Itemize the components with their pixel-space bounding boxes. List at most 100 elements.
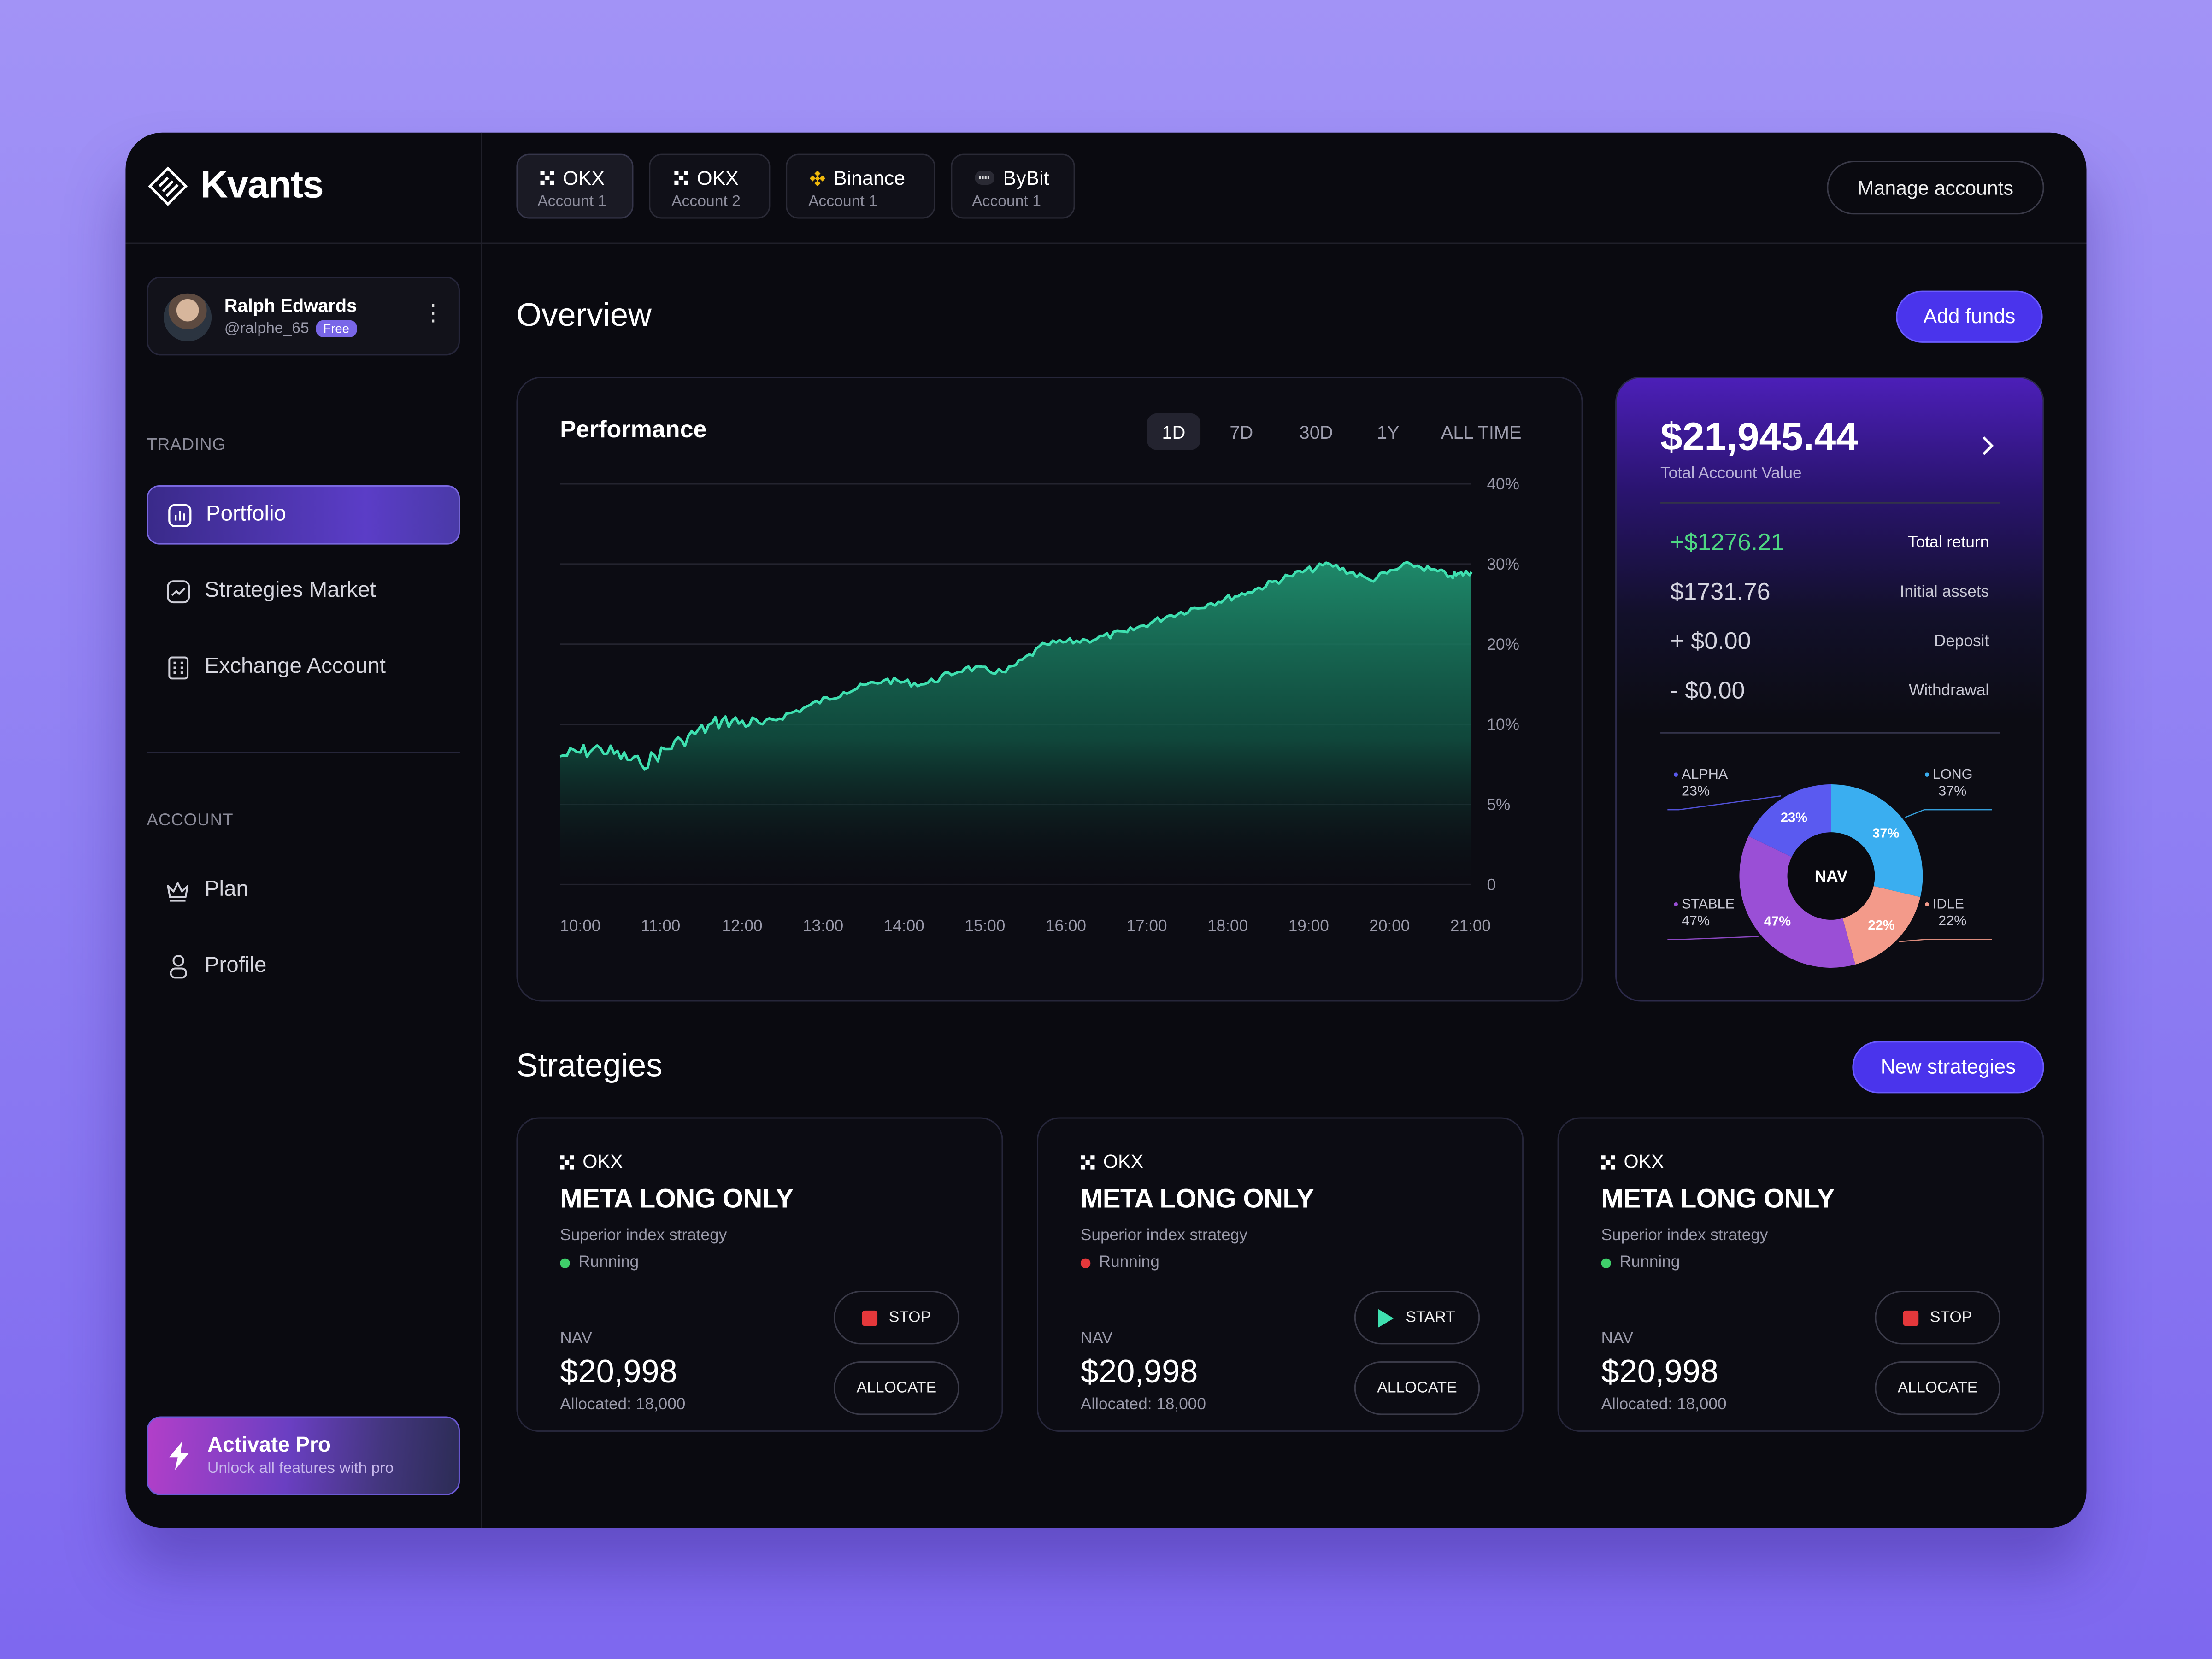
strategy-description: Superior index strategy: [1080, 1227, 1247, 1244]
activate-pro-card[interactable]: Activate Pro Unlock all features with pr…: [147, 1416, 460, 1495]
donut-slice-long[interactable]: [1831, 784, 1923, 897]
strategy-exchange-name: OKX: [1624, 1151, 1664, 1172]
allocate-button[interactable]: ALLOCATE: [834, 1361, 959, 1415]
strategy-nav-value: $20,998: [1080, 1353, 1198, 1390]
user-icon: [165, 953, 190, 979]
legend-value: 37%: [1938, 783, 1966, 799]
strategy-nav-label: NAV: [1601, 1330, 1634, 1347]
exchange-account: Account 1: [972, 193, 1041, 211]
sidebar-item-plan[interactable]: Plan: [147, 860, 460, 920]
sidebar-item-strategies-market[interactable]: Strategies Market: [147, 561, 460, 621]
legend-name: IDLE: [1933, 896, 1964, 912]
exchange-name-text: OKX: [563, 166, 605, 189]
strategy-card[interactable]: OKX META LONG ONLY Superior index strate…: [516, 1117, 1003, 1432]
manage-accounts-button[interactable]: Manage accounts: [1827, 160, 2044, 215]
sidebar-item-profile[interactable]: Profile: [147, 937, 460, 996]
okx-icon: [560, 1154, 574, 1169]
x-tick-label: 10:00: [560, 917, 600, 935]
performance-line: [559, 561, 1473, 771]
account-value-card[interactable]: $21,945.44 Total Account Value +$1276.21…: [1615, 377, 2044, 1002]
play-icon: [1379, 1308, 1394, 1327]
callout-line: [1905, 809, 1992, 818]
total-return-label: Total return: [1908, 535, 1989, 552]
stop-icon: [1903, 1310, 1919, 1325]
new-strategies-button[interactable]: New strategies: [1852, 1041, 2044, 1094]
exchange-tab-bybit-1[interactable]: ByBit Account 1: [951, 153, 1075, 219]
okx-icon: [674, 171, 688, 185]
performance-title: Performance: [560, 416, 707, 443]
trend-chart-icon: [165, 578, 190, 604]
user-name: Ralph Edwards: [224, 294, 357, 316]
chevron-right-icon[interactable]: [1981, 435, 1995, 457]
x-tick-label: 17:00: [1127, 917, 1167, 935]
strategy-status: Running: [1080, 1254, 1159, 1271]
withdrawal-value: - $0.00: [1670, 677, 1745, 704]
donut-slice-alpha[interactable]: [1748, 784, 1831, 858]
sidebar-item-portfolio[interactable]: Portfolio: [147, 485, 460, 545]
status-dot: [1080, 1258, 1091, 1268]
strategy-allocated: Allocated: 18,000: [560, 1396, 686, 1414]
allocate-button[interactable]: ALLOCATE: [1354, 1361, 1480, 1415]
bybit-icon: [975, 171, 995, 185]
legend-value: 47%: [1682, 913, 1710, 929]
range-tab-1d[interactable]: 1D: [1147, 413, 1201, 450]
user-handle-row: @ralphe_65 Free: [224, 320, 357, 337]
x-tick-label: 19:00: [1288, 917, 1329, 935]
range-tab-all-time[interactable]: ALL TIME: [1441, 421, 1522, 442]
total-account-value: $21,945.44: [1660, 414, 1859, 459]
deposit-label: Deposit: [1934, 633, 1989, 651]
y-tick-label: 5%: [1487, 796, 1511, 814]
strategy-card[interactable]: OKX META LONG ONLY Superior index strate…: [1557, 1117, 2044, 1432]
stop-button[interactable]: STOP: [1875, 1290, 2000, 1345]
strategies-title: Strategies: [516, 1047, 663, 1084]
initial-assets-label: Initial assets: [1900, 584, 1989, 601]
start-button[interactable]: START: [1354, 1290, 1480, 1345]
sidebar-item-exchange-account[interactable]: Exchange Account: [147, 638, 460, 697]
exchange-tab-binance-1[interactable]: Binance Account 1: [786, 153, 935, 219]
legend-dot: [1674, 902, 1678, 906]
dashboard-window: Kvants Ralph Edwards @ralphe_65 Free ⋮ T…: [125, 132, 2087, 1528]
activate-pro-title: Activate Pro: [207, 1433, 331, 1458]
donut-slice-label: 37%: [1872, 826, 1899, 841]
exchange-tab-okx-1[interactable]: OKX Account 1: [516, 153, 634, 219]
range-tab-1y[interactable]: 1Y: [1377, 421, 1400, 442]
performance-chart: 0 5% 10% 20% 30% 40% 10:00 11:00 12:00 13:00 14:0…: [559, 475, 1519, 935]
x-tick-label: 16:00: [1046, 917, 1086, 935]
stop-icon: [862, 1310, 878, 1325]
y-tick-label: 10%: [1487, 716, 1519, 734]
exchange-tab-okx-2[interactable]: OKX Account 2: [649, 153, 771, 219]
stop-button-label: STOP: [1930, 1309, 1972, 1326]
add-funds-button[interactable]: Add funds: [1896, 290, 2043, 343]
okx-icon: [1601, 1154, 1616, 1169]
exchange-account: Account 1: [537, 193, 607, 211]
start-button-label: START: [1406, 1309, 1455, 1326]
sidebar-divider: [147, 752, 460, 753]
legend-dot: [1925, 772, 1929, 777]
sidebar-item-label: Portfolio: [206, 502, 287, 526]
strategy-name: META LONG ONLY: [1080, 1185, 1314, 1215]
brand-logo[interactable]: Kvants: [147, 164, 324, 207]
donut-slice-label: 22%: [1868, 918, 1894, 933]
strategy-card[interactable]: OKX META LONG ONLY Superior index strate…: [1036, 1117, 1524, 1432]
y-tick-label: 0: [1487, 876, 1496, 894]
stop-button[interactable]: STOP: [834, 1290, 959, 1345]
user-card[interactable]: Ralph Edwards @ralphe_65 Free ⋮: [147, 276, 460, 356]
donut-slice-label: 47%: [1764, 914, 1791, 929]
exchange-name: ByBit: [975, 166, 1049, 189]
range-tab-7d[interactable]: 7D: [1230, 421, 1253, 442]
initial-assets-value: $1731.76: [1670, 578, 1771, 606]
crown-icon: [165, 877, 190, 903]
donut-center: [1787, 832, 1875, 920]
more-options-icon[interactable]: ⋮: [422, 302, 445, 326]
legend-name: ALPHA: [1682, 766, 1728, 782]
exchange-name: OKX: [674, 166, 739, 189]
deposit-value: + $0.00: [1670, 628, 1751, 655]
callout-line: [1899, 939, 1992, 942]
strategy-status: Running: [1601, 1254, 1680, 1271]
x-tick-label: 14:00: [884, 917, 924, 935]
kvants-logo-icon: [148, 165, 188, 206]
allocate-button[interactable]: ALLOCATE: [1875, 1361, 2000, 1415]
exchange-account: Account 1: [808, 193, 877, 211]
range-tab-30d[interactable]: 30D: [1299, 421, 1333, 442]
